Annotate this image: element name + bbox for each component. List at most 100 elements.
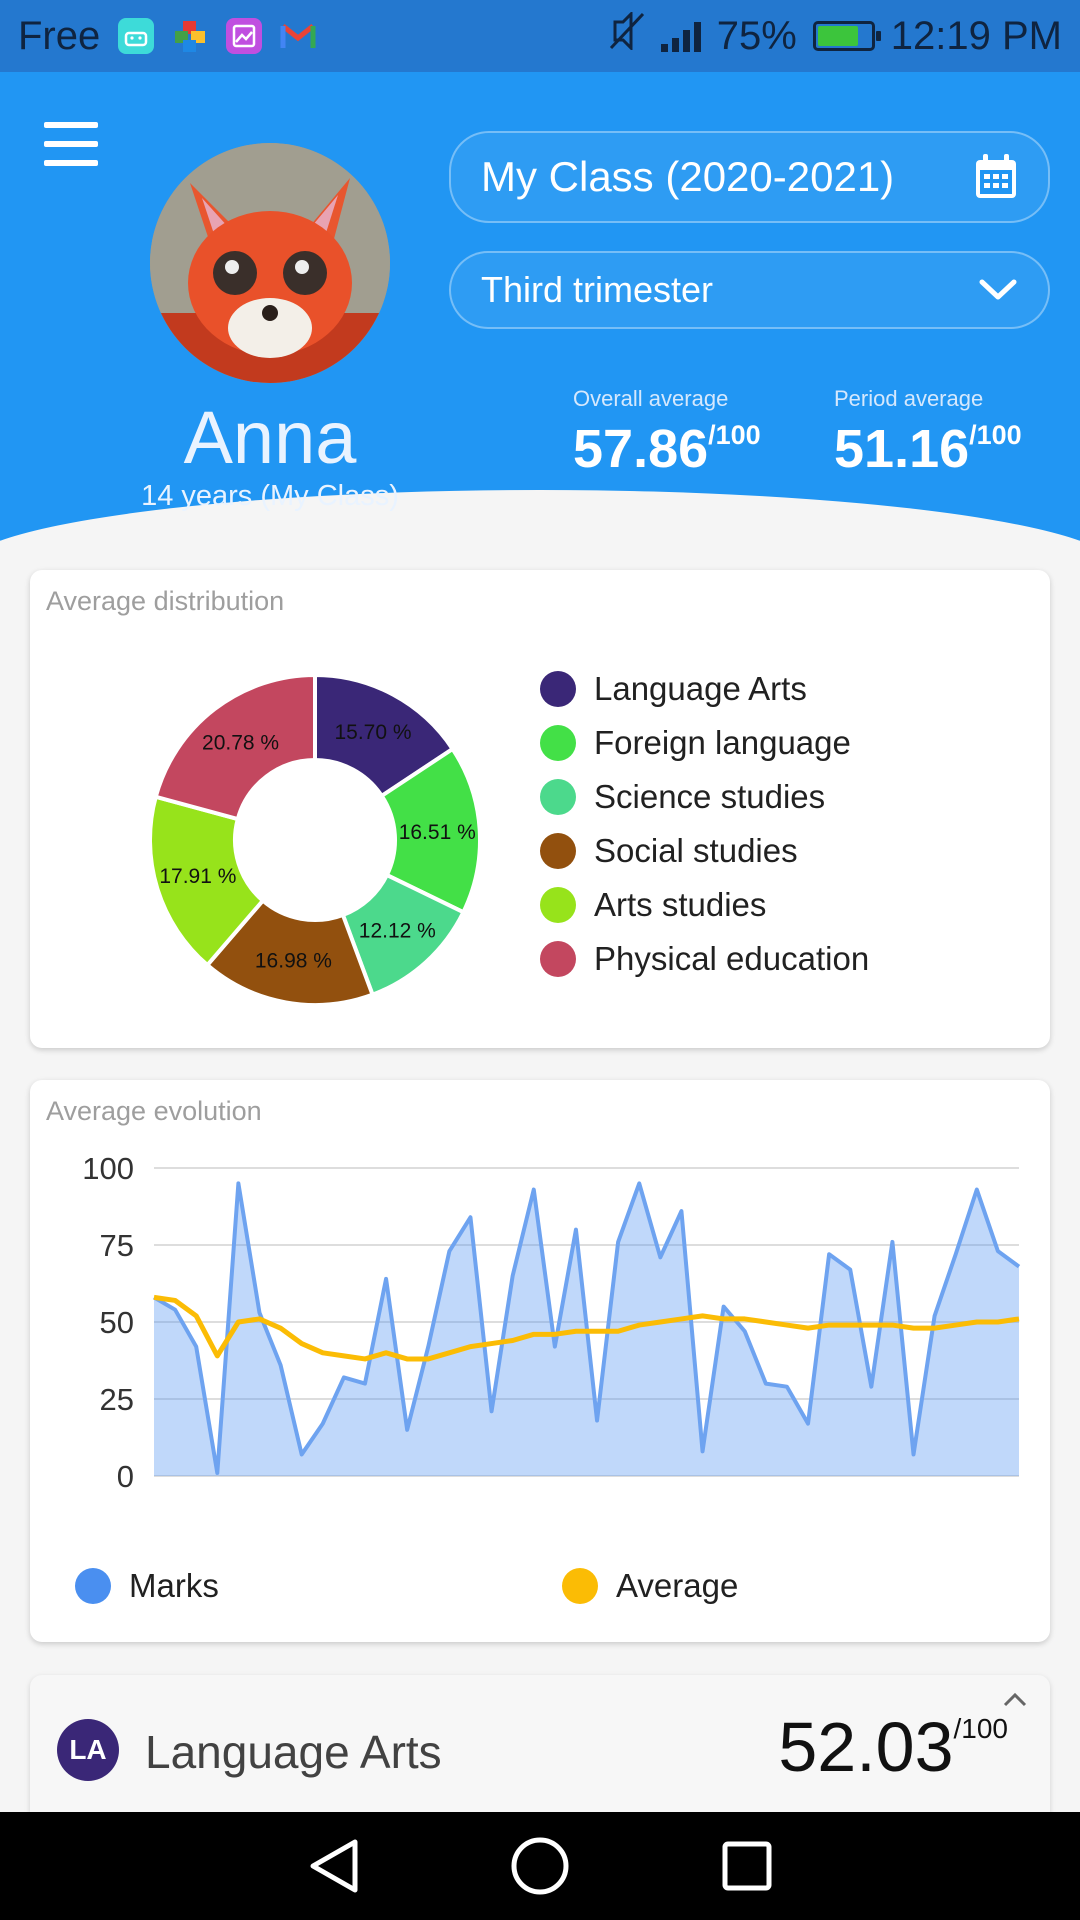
legend-swatch <box>75 1568 111 1604</box>
back-icon[interactable] <box>298 1831 368 1901</box>
calendar-icon <box>974 153 1018 201</box>
recents-icon[interactable] <box>712 1831 782 1901</box>
gallery-app-icon <box>226 18 263 54</box>
legend-item[interactable]: Science studies <box>540 778 825 816</box>
pie-slice-label: 17.91 % <box>159 865 236 888</box>
average-line <box>153 1294 1020 1362</box>
overall-average: Overall average 57.86/100 <box>573 386 761 480</box>
marks-point <box>468 1215 472 1219</box>
average-point <box>996 1320 1000 1324</box>
marks-point <box>279 1363 283 1367</box>
avatar[interactable] <box>150 143 390 383</box>
evolution-title: Average evolution <box>46 1096 262 1126</box>
marks-point <box>701 1449 705 1453</box>
evolution-chart: 100 75 50 25 0 <box>82 1151 1021 1494</box>
legend-item[interactable]: Marks <box>75 1567 219 1605</box>
legend-label: Average <box>616 1567 739 1604</box>
y-tick-label: 75 <box>100 1228 134 1263</box>
average-point <box>912 1326 916 1330</box>
class-selector[interactable]: My Class (2020-2021) <box>449 131 1050 223</box>
pie-slice-4[interactable] <box>148 794 266 968</box>
marks-point <box>637 1181 641 1185</box>
menu-button[interactable] <box>44 122 100 166</box>
period-selector[interactable]: Third trimester <box>449 251 1050 329</box>
pie-slice-label: 16.98 % <box>255 950 332 973</box>
average-point <box>595 1329 599 1333</box>
status-bar: Free 75% 12:19 PM <box>0 0 1080 72</box>
marks-point <box>574 1228 578 1232</box>
pie-slice-0[interactable] <box>313 672 456 799</box>
class-selector-label: My Class (2020-2021) <box>481 153 895 200</box>
average-point <box>975 1320 979 1324</box>
subject-badge: LA <box>57 1719 119 1781</box>
subject-card[interactable]: LA Language Arts 52.03/100 <box>30 1675 1050 1815</box>
average-point <box>447 1351 451 1355</box>
legend-item[interactable]: Foreign language <box>540 724 851 762</box>
legend-swatch <box>540 725 576 761</box>
marks-point <box>912 1452 916 1456</box>
legend-swatch <box>540 887 576 923</box>
marks-point <box>806 1422 810 1426</box>
average-point <box>257 1317 261 1321</box>
student-name: Anna <box>183 396 357 479</box>
marks-point <box>173 1308 177 1312</box>
legend-item[interactable]: Arts studies <box>540 886 766 924</box>
marks-point <box>996 1249 1000 1253</box>
marks-point <box>890 1240 894 1244</box>
marks-point <box>679 1209 683 1213</box>
legend-swatch <box>540 833 576 869</box>
legend-item[interactable]: Average <box>562 1567 738 1605</box>
average-point <box>194 1314 198 1318</box>
legend-swatch <box>562 1568 598 1604</box>
average-point <box>701 1314 705 1318</box>
y-tick-label: 100 <box>82 1151 134 1186</box>
pie-slice-label: 12.12 % <box>359 920 436 943</box>
average-point <box>574 1329 578 1333</box>
marks-point <box>658 1255 662 1259</box>
battery-icon <box>812 21 881 51</box>
legend-label: Language Arts <box>594 670 807 707</box>
marks-point <box>363 1382 367 1386</box>
carrier-label: Free <box>18 13 101 58</box>
marks-point <box>342 1375 346 1379</box>
legend-item[interactable]: Language Arts <box>540 670 807 708</box>
marks-point <box>975 1188 979 1192</box>
mute-icon <box>609 10 645 60</box>
overall-average-label: Overall average <box>573 386 729 411</box>
subject-average: 52.03/100 <box>778 1708 1008 1786</box>
legend-swatch <box>540 671 576 707</box>
marks-point <box>1017 1265 1021 1269</box>
legend-label: Science studies <box>594 778 826 815</box>
average-point <box>637 1323 641 1327</box>
marks-point <box>490 1409 494 1413</box>
pie-slice-5[interactable] <box>153 672 317 822</box>
legend-label: Arts studies <box>594 886 767 923</box>
average-point <box>173 1298 177 1302</box>
marks-point <box>616 1240 620 1244</box>
average-point <box>215 1354 219 1358</box>
period-average-value: 51.16/100 <box>834 419 1022 479</box>
legend-label: Physical education <box>594 940 870 977</box>
legend-item[interactable]: Social studies <box>540 832 798 870</box>
marks-point <box>215 1471 219 1475</box>
average-point <box>384 1351 388 1355</box>
average-point <box>743 1317 747 1321</box>
distribution-card: Average distribution 15.70 % 16.51 % 12.12… <box>30 570 1050 1048</box>
home-icon[interactable] <box>505 1831 575 1901</box>
legend-item[interactable]: Physical education <box>540 940 869 978</box>
marks-point <box>743 1329 747 1333</box>
average-point <box>679 1317 683 1321</box>
distribution-pie-chart: 15.70 % 16.51 % 12.12 % 16.98 % 17.91 % 20.78… <box>148 672 482 1007</box>
gmail-icon <box>280 18 316 54</box>
average-point <box>279 1326 283 1330</box>
chevron-up-icon[interactable] <box>1000 1689 1030 1713</box>
legend-label: Social studies <box>594 832 798 869</box>
marks-point <box>511 1274 515 1278</box>
legend-swatch <box>540 779 576 815</box>
pie-slice-3[interactable] <box>204 897 376 1007</box>
marks-point <box>532 1188 536 1192</box>
marks-point <box>764 1382 768 1386</box>
android-app-icon <box>118 18 155 54</box>
average-point <box>342 1354 346 1358</box>
average-point <box>616 1329 620 1333</box>
